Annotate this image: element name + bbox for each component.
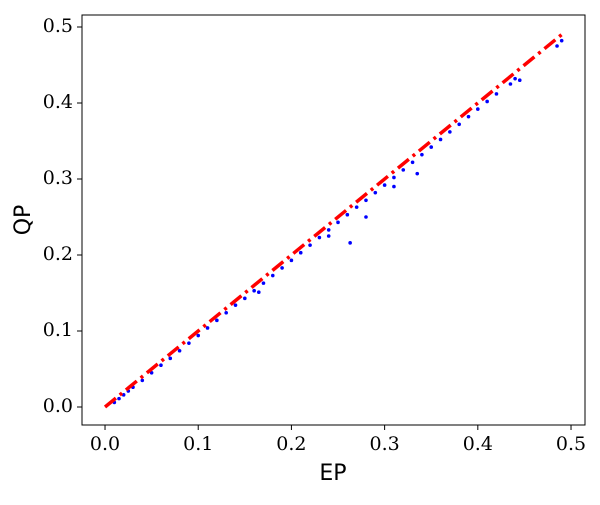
point bbox=[270, 273, 275, 278]
point bbox=[410, 160, 415, 165]
point bbox=[401, 168, 406, 172]
x-tick-label: 0.3 bbox=[370, 433, 400, 455]
y-tick-label: 0.0 bbox=[43, 395, 73, 417]
point bbox=[555, 44, 559, 48]
point bbox=[177, 348, 182, 353]
x-axis-label: EP bbox=[319, 461, 346, 486]
point bbox=[466, 114, 471, 119]
point bbox=[373, 190, 378, 195]
point bbox=[392, 184, 396, 189]
x-tick-label: 0.2 bbox=[276, 433, 306, 455]
x-tick-label: 0.4 bbox=[463, 433, 493, 455]
point bbox=[243, 296, 247, 301]
point bbox=[224, 310, 228, 315]
y-tick-label: 0.3 bbox=[43, 167, 73, 189]
point bbox=[336, 220, 340, 225]
point bbox=[485, 99, 489, 104]
point bbox=[438, 137, 443, 142]
point bbox=[252, 288, 256, 293]
y-tick-label: 0.5 bbox=[43, 15, 73, 37]
y-tick-label: 0.1 bbox=[43, 319, 73, 341]
point bbox=[261, 281, 266, 285]
point bbox=[326, 234, 331, 238]
point bbox=[159, 363, 163, 367]
point bbox=[513, 76, 517, 81]
point bbox=[298, 250, 303, 255]
point bbox=[559, 38, 564, 43]
point bbox=[382, 183, 387, 187]
point bbox=[448, 130, 452, 134]
point bbox=[326, 228, 331, 232]
point bbox=[289, 258, 294, 263]
point bbox=[429, 145, 434, 149]
x-tick-label: 0.0 bbox=[90, 433, 120, 455]
point bbox=[348, 241, 352, 245]
point bbox=[205, 326, 210, 330]
point bbox=[494, 92, 499, 96]
point bbox=[317, 235, 322, 240]
point bbox=[121, 393, 126, 397]
point bbox=[476, 107, 480, 111]
point bbox=[257, 290, 261, 295]
point bbox=[117, 396, 121, 401]
y-tick-label: 0.2 bbox=[43, 243, 73, 265]
point bbox=[187, 341, 191, 345]
point bbox=[168, 356, 173, 361]
point bbox=[420, 152, 424, 157]
point bbox=[345, 212, 350, 217]
point bbox=[508, 82, 513, 86]
x-tick-label: 0.5 bbox=[556, 433, 586, 455]
y-tick-label: 0.4 bbox=[43, 91, 73, 113]
plot-frame bbox=[81, 14, 586, 426]
point bbox=[308, 243, 312, 247]
point bbox=[457, 122, 461, 127]
point bbox=[215, 318, 219, 323]
x-tick-label: 0.1 bbox=[183, 433, 213, 455]
point bbox=[233, 303, 238, 307]
point bbox=[196, 333, 201, 338]
point bbox=[354, 205, 359, 209]
point bbox=[517, 78, 522, 83]
reference-line bbox=[103, 33, 563, 409]
point bbox=[280, 266, 284, 270]
point bbox=[364, 215, 368, 219]
point bbox=[140, 378, 145, 383]
y-axis-label: QP bbox=[11, 205, 36, 236]
point bbox=[364, 198, 368, 203]
point bbox=[415, 171, 420, 176]
point bbox=[392, 175, 396, 180]
